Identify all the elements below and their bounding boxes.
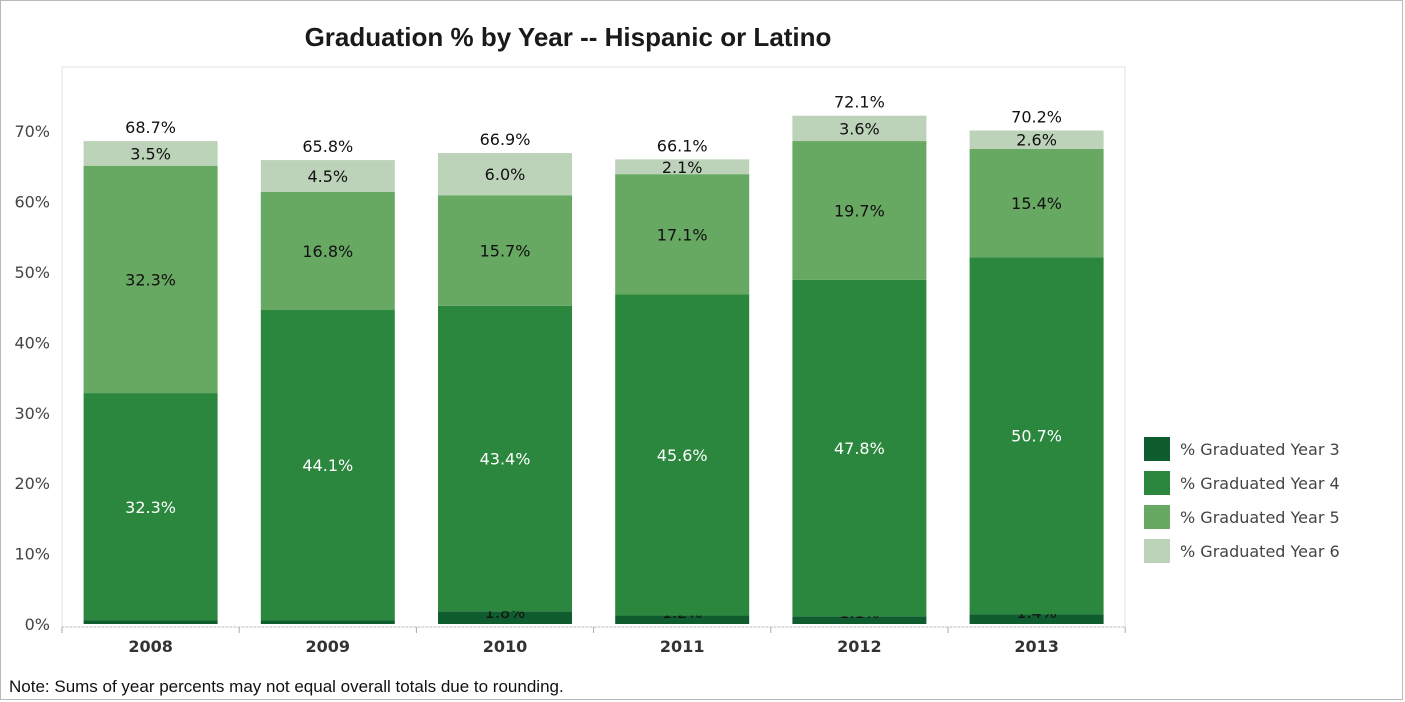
total-label: 65.8% (302, 137, 353, 156)
bar-stack-2009: 0.5%44.1%16.8%4.5%65.8% (260, 137, 395, 624)
data-label: 17.1% (657, 225, 708, 244)
bar-segment-year-6 (792, 115, 927, 142)
bar-segment-year-3 (969, 614, 1104, 624)
bar-segment-year-6 (969, 130, 1104, 149)
legend-item: % Graduated Year 6 (1144, 539, 1340, 563)
data-label: 3.5% (130, 144, 171, 163)
data-label: 4.5% (307, 167, 348, 186)
legend-swatch (1144, 539, 1170, 563)
total-label: 70.2% (1011, 107, 1062, 126)
total-label: 72.1% (834, 93, 885, 112)
bar-segment-year-5 (438, 195, 572, 306)
chart-title: Graduation % by Year -- Hispanic or Lati… (305, 22, 832, 52)
data-label: 6.0% (485, 165, 526, 184)
bar-segment-year-4 (615, 294, 750, 616)
data-label: 15.7% (480, 242, 531, 261)
data-label: 50.7% (1011, 427, 1062, 446)
data-label: 47.8% (834, 439, 885, 458)
y-tick-label: 60% (14, 193, 50, 212)
legend-label: % Graduated Year 3 (1180, 440, 1340, 459)
y-axis: 0% 10% 20% 30% 40% 50% 60% 70% (14, 122, 50, 634)
x-tick-label: 2009 (306, 637, 351, 656)
legend-swatch (1144, 437, 1170, 461)
bar-segment-year-3 (83, 620, 218, 624)
legend-swatch (1144, 471, 1170, 495)
bars: 0.5%32.3%32.3%3.5%68.7%0.5%44.1%16.8%4.5… (83, 93, 1104, 624)
y-tick-label: 70% (14, 122, 50, 141)
y-tick-label: 40% (14, 333, 50, 352)
bar-segment-year-6 (615, 159, 750, 175)
bar-segment-year-4 (969, 257, 1104, 615)
legend-item: % Graduated Year 3 (1144, 437, 1340, 461)
x-tick-label: 2011 (660, 637, 705, 656)
y-tick-label: 50% (14, 263, 50, 282)
bar-segment-year-4 (792, 279, 927, 617)
bar-segment-year-6 (83, 141, 218, 166)
x-tick-label: 2008 (128, 637, 173, 656)
y-tick-label: 10% (14, 545, 50, 564)
x-tick-label: 2012 (837, 637, 882, 656)
footnote: Note: Sums of year percents may not equa… (9, 677, 564, 696)
bar-segment-year-4 (83, 393, 218, 621)
x-tick-label: 2010 (483, 637, 528, 656)
bar-segment-year-4 (438, 305, 572, 612)
data-label: 44.1% (302, 456, 353, 475)
y-tick-label: 0% (25, 615, 50, 634)
data-label: 45.6% (657, 446, 708, 465)
data-label: 15.4% (1011, 194, 1062, 213)
legend-label: % Graduated Year 5 (1180, 508, 1340, 527)
data-label: 2.1% (662, 158, 703, 177)
legend-label: % Graduated Year 4 (1180, 474, 1340, 493)
y-tick-label: 20% (14, 474, 50, 493)
data-label: 2.6% (1016, 131, 1057, 150)
bar-segment-year-5 (792, 141, 927, 280)
bar-segment-year-3 (615, 615, 750, 624)
data-label: 19.7% (834, 201, 885, 220)
legend-item: % Graduated Year 4 (1144, 471, 1340, 495)
bar-stack-2013: 1.4%50.7%15.4%2.6%70.2% (969, 107, 1104, 624)
data-label: 3.6% (839, 119, 880, 138)
legend-item: % Graduated Year 5 (1144, 505, 1340, 529)
legend-label: % Graduated Year 6 (1180, 542, 1340, 561)
bar-segment-year-5 (615, 174, 750, 295)
legend: % Graduated Year 3 % Graduated Year 4 % Gr… (1144, 437, 1340, 563)
bar-segment-year-3 (438, 611, 572, 624)
data-label: 32.3% (125, 270, 176, 289)
total-label: 68.7% (125, 118, 176, 137)
bar-stack-2012: 1.1%47.8%19.7%3.6%72.1% (792, 93, 927, 624)
bar-segment-year-5 (969, 148, 1104, 258)
bar-stack-2010: 1.8%43.4%15.7%6.0%66.9% (438, 130, 572, 624)
x-tick-label: 2013 (1014, 637, 1059, 656)
bar-stack-2011: 1.2%45.6%17.1%2.1%66.1% (615, 136, 750, 624)
bar-segment-year-5 (83, 165, 218, 394)
bar-segment-year-6 (260, 160, 395, 192)
data-label: 43.4% (480, 450, 531, 469)
bar-stack-2008: 0.5%32.3%32.3%3.5%68.7% (83, 118, 218, 624)
bar-segment-year-4 (260, 310, 395, 621)
total-label: 66.9% (480, 130, 531, 149)
y-tick-label: 30% (14, 404, 50, 423)
bar-segment-year-6 (438, 153, 572, 196)
bar-segment-year-5 (260, 191, 395, 311)
x-axis: 2008 2009 2010 2011 2012 2013 (61, 626, 1126, 656)
total-label: 66.1% (657, 136, 708, 155)
data-label: 16.8% (302, 242, 353, 261)
bar-segment-year-3 (260, 620, 395, 624)
data-label: 32.3% (125, 498, 176, 517)
plot-area (61, 66, 1126, 628)
legend-swatch (1144, 505, 1170, 529)
bar-segment-year-3 (792, 616, 927, 624)
